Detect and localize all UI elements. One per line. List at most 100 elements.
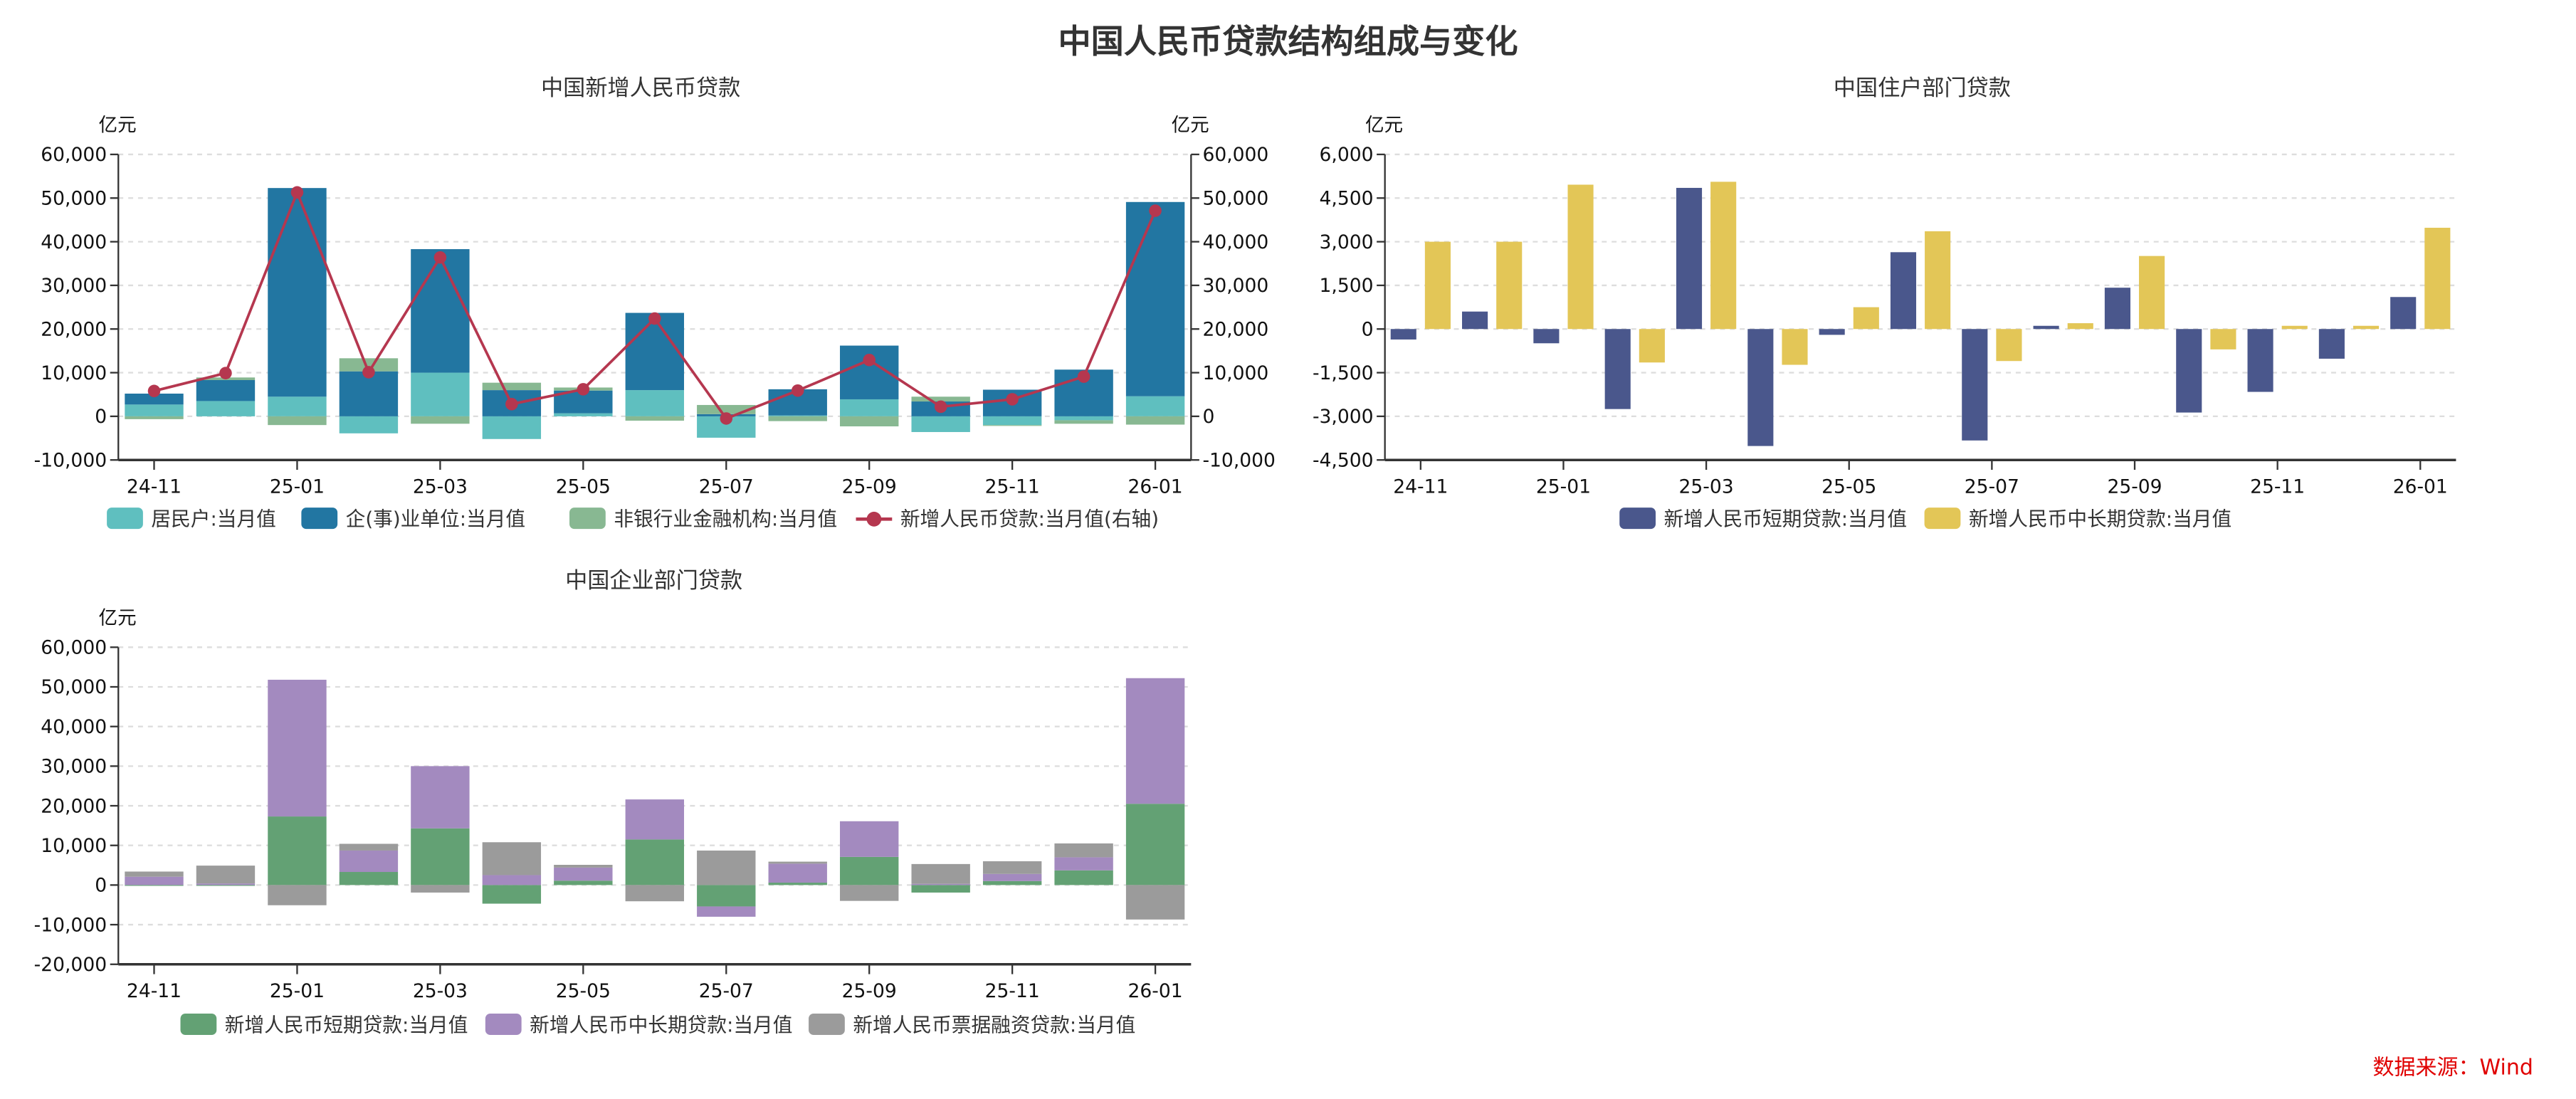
chart-title: 中国企业部门贷款 xyxy=(565,568,742,594)
bar xyxy=(840,856,899,885)
y-tick-label: 6,000 xyxy=(1320,144,1374,166)
bar xyxy=(411,416,470,424)
bar xyxy=(411,766,470,829)
bar xyxy=(1996,329,2022,362)
x-tick-label: 25-11 xyxy=(985,475,1040,498)
data-source: 数据来源：Wind xyxy=(2372,1055,2533,1080)
x-tick-label: 25-07 xyxy=(699,475,754,498)
bar xyxy=(1125,416,1185,425)
y-tick-label: 40,000 xyxy=(41,716,107,738)
legend-item[interactable]: 居民户:当月值 xyxy=(107,508,276,531)
x-tick-label: 25-09 xyxy=(2107,475,2162,498)
y-tick-label: 0 xyxy=(95,406,107,428)
legend-marker-icon xyxy=(866,511,882,527)
chart-title: 中国新增人民币贷款 xyxy=(541,75,740,101)
y-tick-label: 30,000 xyxy=(41,275,107,297)
x-tick-label: 25-01 xyxy=(1536,475,1591,498)
bar xyxy=(1639,329,1665,363)
bar xyxy=(1054,870,1113,885)
x-tick-label: 25-03 xyxy=(413,980,468,1002)
bar xyxy=(1125,885,1185,920)
legend-item[interactable]: 新增人民币短期贷款:当月值 xyxy=(1619,508,1907,531)
y-axis-unit-right: 亿元 xyxy=(1172,115,1209,137)
chart-title: 中国住户部门贷款 xyxy=(1834,75,2011,101)
x-tick-label: 25-03 xyxy=(413,475,468,498)
legend-label: 新增人民币票据融资贷款:当月值 xyxy=(853,1013,1135,1036)
bar xyxy=(482,875,542,885)
line-point xyxy=(147,384,161,398)
legend-label: 居民户:当月值 xyxy=(151,508,275,531)
x-tick-label: 25-01 xyxy=(270,475,325,498)
bar xyxy=(125,876,184,885)
bar xyxy=(554,413,613,416)
bar xyxy=(2210,329,2236,349)
bar xyxy=(196,379,256,401)
x-tick-label: 24-11 xyxy=(127,475,182,498)
y-tick-label-right: 10,000 xyxy=(1202,362,1268,384)
y-tick-label-right: -10,000 xyxy=(1202,449,1275,471)
bar xyxy=(697,906,756,917)
legend-item[interactable]: 新增人民币票据融资贷款:当月值 xyxy=(809,1013,1135,1036)
bar xyxy=(1462,311,1488,330)
bar xyxy=(339,872,399,885)
x-tick-label: 25-09 xyxy=(842,980,897,1002)
legend-label: 新增人民币短期贷款:当月值 xyxy=(225,1013,468,1036)
bar xyxy=(268,816,327,885)
line-point xyxy=(863,354,876,367)
bar xyxy=(982,416,1042,426)
line-point xyxy=(648,312,661,325)
legend-item[interactable]: 新增人民币中长期贷款:当月值 xyxy=(1924,508,2232,531)
bar xyxy=(1853,307,1879,330)
bar xyxy=(339,850,399,873)
y-tick-label: 0 xyxy=(95,875,107,897)
bar xyxy=(482,382,542,391)
y-tick-label: 20,000 xyxy=(41,318,107,340)
bar xyxy=(411,249,470,373)
line-point xyxy=(577,383,590,396)
legend-swatch-icon xyxy=(569,508,606,530)
bar xyxy=(2424,227,2451,330)
y-tick-label-right: 60,000 xyxy=(1202,144,1268,166)
bar xyxy=(840,416,899,426)
bar xyxy=(911,396,970,402)
x-tick-label: 25-09 xyxy=(842,475,897,498)
bar xyxy=(911,863,970,884)
y-tick-label: 40,000 xyxy=(41,231,107,253)
y-tick-label-right: 50,000 xyxy=(1202,188,1268,210)
legend-label: 新增人民币短期贷款:当月值 xyxy=(1664,508,1908,531)
bar xyxy=(411,372,470,416)
x-tick-label: 25-07 xyxy=(699,980,754,1002)
legend-swatch-icon xyxy=(1924,508,1961,530)
legend-item[interactable]: 新增人民币短期贷款:当月值 xyxy=(180,1013,468,1036)
line-point xyxy=(1006,393,1019,406)
bar xyxy=(625,312,684,391)
legend-item[interactable]: 非银行业金融机构:当月值 xyxy=(569,508,837,531)
bar xyxy=(2318,329,2345,359)
legend-label: 新增人民币中长期贷款:当月值 xyxy=(1969,508,2231,531)
bar xyxy=(196,401,256,416)
bar xyxy=(268,885,327,905)
bar xyxy=(1125,804,1185,885)
legend-item[interactable]: 新增人民币中长期贷款:当月值 xyxy=(485,1013,793,1036)
x-tick-label: 25-01 xyxy=(270,980,325,1002)
y-tick-label-right: 40,000 xyxy=(1202,231,1268,253)
y-tick-label: -3,000 xyxy=(1313,406,1374,428)
bar xyxy=(339,371,399,416)
bar xyxy=(554,867,613,881)
y-tick-label: 3,000 xyxy=(1320,231,1374,253)
y-tick-label-right: 30,000 xyxy=(1202,275,1268,297)
legend-item[interactable]: 企(事)业单位:当月值 xyxy=(301,508,525,531)
bar xyxy=(840,885,899,901)
bar xyxy=(1925,231,1951,330)
bar xyxy=(625,885,684,902)
bar xyxy=(1604,329,1631,409)
bar xyxy=(625,799,684,840)
y-tick-label: 4,500 xyxy=(1320,188,1374,210)
x-tick-label: 25-07 xyxy=(1965,475,2019,498)
bar xyxy=(911,883,970,885)
legend-item[interactable]: 新增人民币贷款:当月值(右轴) xyxy=(856,508,1160,531)
bar xyxy=(1054,857,1113,871)
bar xyxy=(625,839,684,885)
line-point xyxy=(720,412,733,425)
